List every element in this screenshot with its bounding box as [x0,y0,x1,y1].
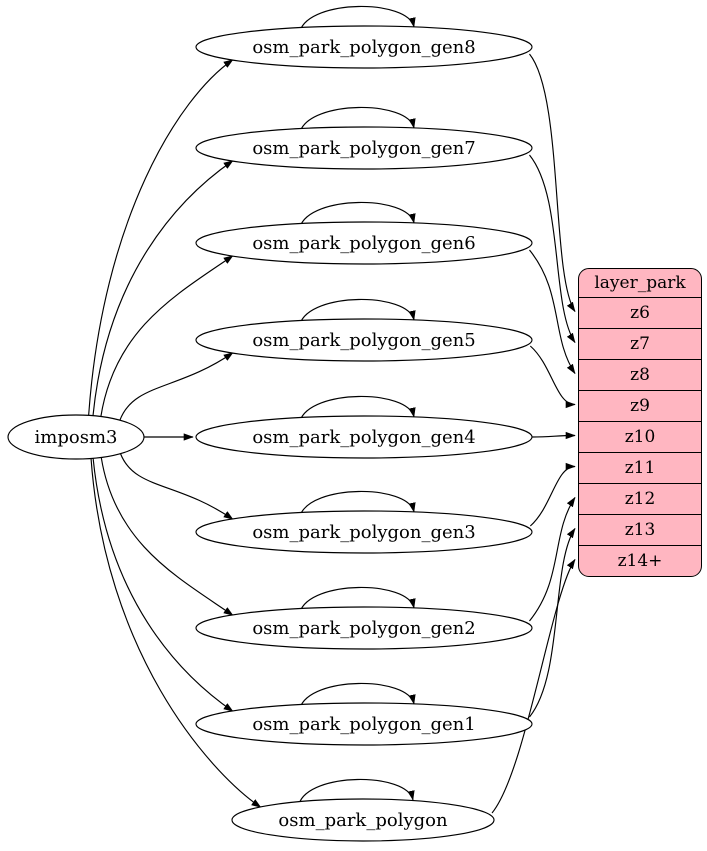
node-label: osm_park_polygon_gen5 [252,330,475,351]
zoom-level-row-z10: z10 [579,421,701,452]
node-label: osm_park_polygon_gen3 [252,522,475,543]
edge-imposm3-to-gen7 [92,160,234,416]
zoom-level-row-z9: z9 [579,390,701,421]
node-label: osm_park_polygon_gen7 [252,138,475,159]
node-label: osm_park_polygon_gen6 [252,233,475,254]
edge-gen5-to-z9 [529,345,576,409]
node-osm_park_polygon_gen1: osm_park_polygon_gen1 [195,702,533,746]
node-imposm3: imposm3 [7,414,145,460]
node-osm_park_polygon_gen8: osm_park_polygon_gen8 [195,25,533,69]
edge-imposm3-to-gen8 [88,59,234,416]
edge-self-loop-gen5 [299,298,416,325]
edge-imposm3-to-gen5 [119,352,234,421]
edge-imposm3-to-gen3 [119,453,234,520]
edge-gen8-to-z6 [529,53,576,313]
zoom-level-row-z11: z11 [579,452,701,483]
edge-gen4-to-z10 [531,431,576,440]
edge-self-loop-gen7 [299,106,416,133]
edge-imposm3-to-gen2 [100,457,234,616]
node-osm_park_polygon_gen5: osm_park_polygon_gen5 [195,318,533,362]
edge-gen2-to-z12 [529,496,576,622]
node-label: osm_park_polygon_gen8 [252,37,475,58]
node-osm_park_polygon_gen6: osm_park_polygon_gen6 [195,221,533,265]
node-label: osm_park_polygon_gen2 [252,618,475,639]
edge-imposm3-to-gen1 [92,458,234,712]
node-label: osm_park_polygon_gen1 [252,714,475,735]
edge-self-loop-gen8 [299,5,416,32]
edge-self-loop-gen2 [299,586,416,613]
edge-gen6-to-z8 [529,249,576,375]
node-label: osm_park_polygon [278,810,448,831]
zoom-level-row-z6: z6 [579,297,701,328]
layer-park-table: layer_park z6 z7 z8 z9 z10 z11 z12 z13 z14+ [578,268,702,577]
edge-gen1-to-z13 [529,527,576,718]
edge-gen3-to-z11 [529,462,576,527]
edge-self-loop-gen6 [299,201,416,228]
node-osm_park_polygon_gen3: osm_park_polygon_gen3 [195,510,533,554]
edge-poly-to-z14+ [491,558,576,814]
zoom-level-row-z13: z13 [579,514,701,545]
table-title: layer_park [594,273,686,293]
edge-self-loop-gen3 [299,490,416,517]
node-label: osm_park_polygon_gen4 [252,427,475,448]
zoom-level-row-z12: z12 [579,483,701,514]
node-osm_park_polygon_gen2: osm_park_polygon_gen2 [195,606,533,650]
edge-imposm3-to-poly [90,458,262,808]
node-osm_park_polygon_gen4: osm_park_polygon_gen4 [195,415,533,459]
node-osm_park_polygon_gen7: osm_park_polygon_gen7 [195,126,533,170]
zoom-level-row-z14+: z14+ [579,545,701,576]
node-label: imposm3 [35,427,118,448]
zoom-level-row-z8: z8 [579,359,701,390]
zoom-level-row-z7: z7 [579,328,701,359]
edge-self-loop-gen4 [299,395,416,422]
node-osm_park_polygon: osm_park_polygon [231,798,495,842]
edge-self-loop-poly [298,778,415,805]
edge-gen7-to-z7 [529,154,576,344]
edge-self-loop-gen1 [299,682,416,709]
edge-imposm3-to-gen6 [100,255,234,417]
